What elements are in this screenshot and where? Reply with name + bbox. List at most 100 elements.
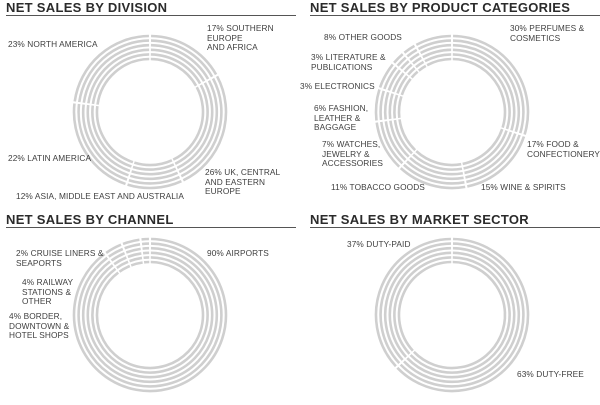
slice-1 bbox=[374, 237, 452, 368]
slice-ring-arc bbox=[463, 130, 508, 170]
channel-donut bbox=[72, 237, 228, 393]
slice-ring-arc bbox=[130, 261, 143, 267]
slice-ring-arc bbox=[452, 53, 511, 130]
slice-ring-arc bbox=[374, 89, 381, 121]
slice-ring-arc bbox=[467, 136, 526, 188]
slice-ring-arc bbox=[118, 264, 131, 273]
slice-label: 63% DUTY-FREE bbox=[517, 369, 584, 379]
slice-label: 11% TOBACCO GOODS bbox=[331, 182, 425, 192]
slice-ring-arc bbox=[124, 243, 141, 250]
slice-ring-arc bbox=[178, 80, 219, 174]
slice-0 bbox=[396, 237, 530, 393]
slice-ring-arc bbox=[415, 34, 451, 47]
slice-label: 3% LITERATURE & PUBLICATIONS bbox=[311, 52, 386, 72]
slice-label: 4% RAILWAY STATIONS & OTHER bbox=[22, 277, 74, 306]
chart-title: NET SALES BY DIVISION bbox=[6, 0, 168, 15]
slice-label: 8% OTHER GOODS bbox=[324, 32, 402, 42]
slice-ring-arc bbox=[87, 48, 150, 104]
slice-ring-arc bbox=[389, 120, 410, 158]
slice-ring-arc bbox=[396, 56, 407, 67]
slice-ring-arc bbox=[176, 82, 214, 170]
slice-ring-arc bbox=[129, 171, 179, 181]
slice-ring-arc bbox=[108, 247, 124, 258]
slice-ring-arc bbox=[131, 167, 177, 176]
slice-ring-arc bbox=[379, 90, 386, 121]
slice-ring-arc bbox=[400, 77, 412, 96]
slice-3 bbox=[72, 103, 134, 186]
chart-title: NET SALES BY PRODUCT CATEGORIES bbox=[310, 0, 571, 15]
slice-ring-arc bbox=[150, 39, 214, 78]
slice-label: 6% FASHION, LEATHER & BAGGAGE bbox=[314, 103, 369, 132]
slice-ring-arc bbox=[399, 167, 466, 190]
slice-ring-arc bbox=[407, 67, 416, 76]
slice-label: 12% ASIA, MIDDLE EAST AND AUSTRALIA bbox=[16, 191, 184, 201]
slice-label: 2% CRUISE LINERS & SEAPORTS bbox=[16, 248, 104, 268]
slice-ring-arc bbox=[122, 238, 140, 246]
slice-2 bbox=[127, 159, 182, 190]
slice-ring-arc bbox=[375, 122, 401, 168]
slice-ring-arc bbox=[383, 246, 452, 361]
title-rule bbox=[6, 15, 296, 16]
slice-ring-arc bbox=[415, 60, 425, 69]
slice-ring-arc bbox=[133, 159, 173, 167]
slice-ring-arc bbox=[96, 57, 150, 105]
slice-ring-arc bbox=[113, 256, 127, 266]
slice-ring-arc bbox=[150, 48, 206, 82]
slice-ring-arc bbox=[91, 53, 150, 105]
slice-label: 30% PERFUMES & COSMETICS bbox=[510, 23, 585, 43]
slice-ring-arc bbox=[151, 34, 218, 76]
slice-1 bbox=[462, 128, 526, 188]
slice-ring-arc bbox=[180, 77, 223, 178]
slice-ring-arc bbox=[383, 66, 398, 90]
slice-ring-arc bbox=[72, 103, 126, 186]
slice-ring-arc bbox=[150, 57, 198, 87]
slice-ring-arc bbox=[452, 57, 507, 129]
slice-ring-arc bbox=[403, 63, 413, 73]
slice-ring-arc bbox=[398, 119, 417, 152]
slice-ring-arc bbox=[417, 39, 452, 51]
slice-ring-arc bbox=[77, 103, 128, 181]
slice-ring-arc bbox=[424, 53, 452, 63]
slice-ring-arc bbox=[417, 64, 427, 72]
slice-label: 26% UK, CENTRAL AND EASTERN EUROPE bbox=[205, 167, 281, 196]
title-rule bbox=[310, 15, 600, 16]
slice-ring-arc bbox=[95, 105, 134, 164]
slice-ring-arc bbox=[380, 121, 404, 165]
slice-1 bbox=[105, 243, 131, 273]
slice-1 bbox=[172, 75, 228, 182]
slice-0 bbox=[150, 34, 218, 87]
chart-title: NET SALES BY CHANNEL bbox=[6, 212, 174, 227]
slice-ring-arc bbox=[105, 243, 122, 254]
division-chart-panel: NET SALES BY DIVISION 17% SOUTHERN EUROP… bbox=[0, 0, 296, 210]
slice-4 bbox=[73, 34, 150, 105]
slice-ring-arc bbox=[172, 86, 205, 161]
slice-ring-arc bbox=[127, 252, 142, 259]
slice-ring-arc bbox=[409, 256, 511, 374]
slice-ring-arc bbox=[387, 69, 401, 91]
slice-6 bbox=[393, 53, 419, 79]
slice-ring-arc bbox=[396, 75, 409, 94]
slice-0 bbox=[452, 34, 530, 135]
slice-ring-arc bbox=[378, 63, 394, 88]
slice-ring-arc bbox=[409, 52, 420, 61]
slice-label: 7% WATCHES, JEWELRY & ACCESSORIES bbox=[322, 139, 384, 168]
market-sector-chart-panel: NET SALES BY MARKET SECTOR 63% DUTY-FREE… bbox=[304, 212, 600, 405]
slice-4 bbox=[374, 89, 403, 121]
slice-ring-arc bbox=[406, 251, 516, 379]
slice-2 bbox=[399, 150, 466, 190]
slice-7 bbox=[403, 44, 427, 72]
slice-ring-arc bbox=[452, 43, 521, 133]
slice-ring-arc bbox=[150, 53, 202, 85]
product-categories-chart-panel: NET SALES BY PRODUCT CATEGORIES 30% PERF… bbox=[300, 0, 600, 210]
slice-ring-arc bbox=[81, 104, 129, 177]
slice-ring-arc bbox=[86, 104, 131, 173]
slice-ring-arc bbox=[466, 134, 521, 184]
slice-ring-arc bbox=[81, 246, 219, 384]
slice-ring-arc bbox=[393, 256, 452, 355]
slice-ring-arc bbox=[397, 260, 452, 352]
slice-ring-arc bbox=[388, 251, 452, 358]
slice-ring-arc bbox=[132, 163, 175, 171]
slice-ring-arc bbox=[116, 260, 129, 270]
slice-ring-arc bbox=[422, 48, 452, 59]
market-sector-donut bbox=[374, 237, 530, 393]
